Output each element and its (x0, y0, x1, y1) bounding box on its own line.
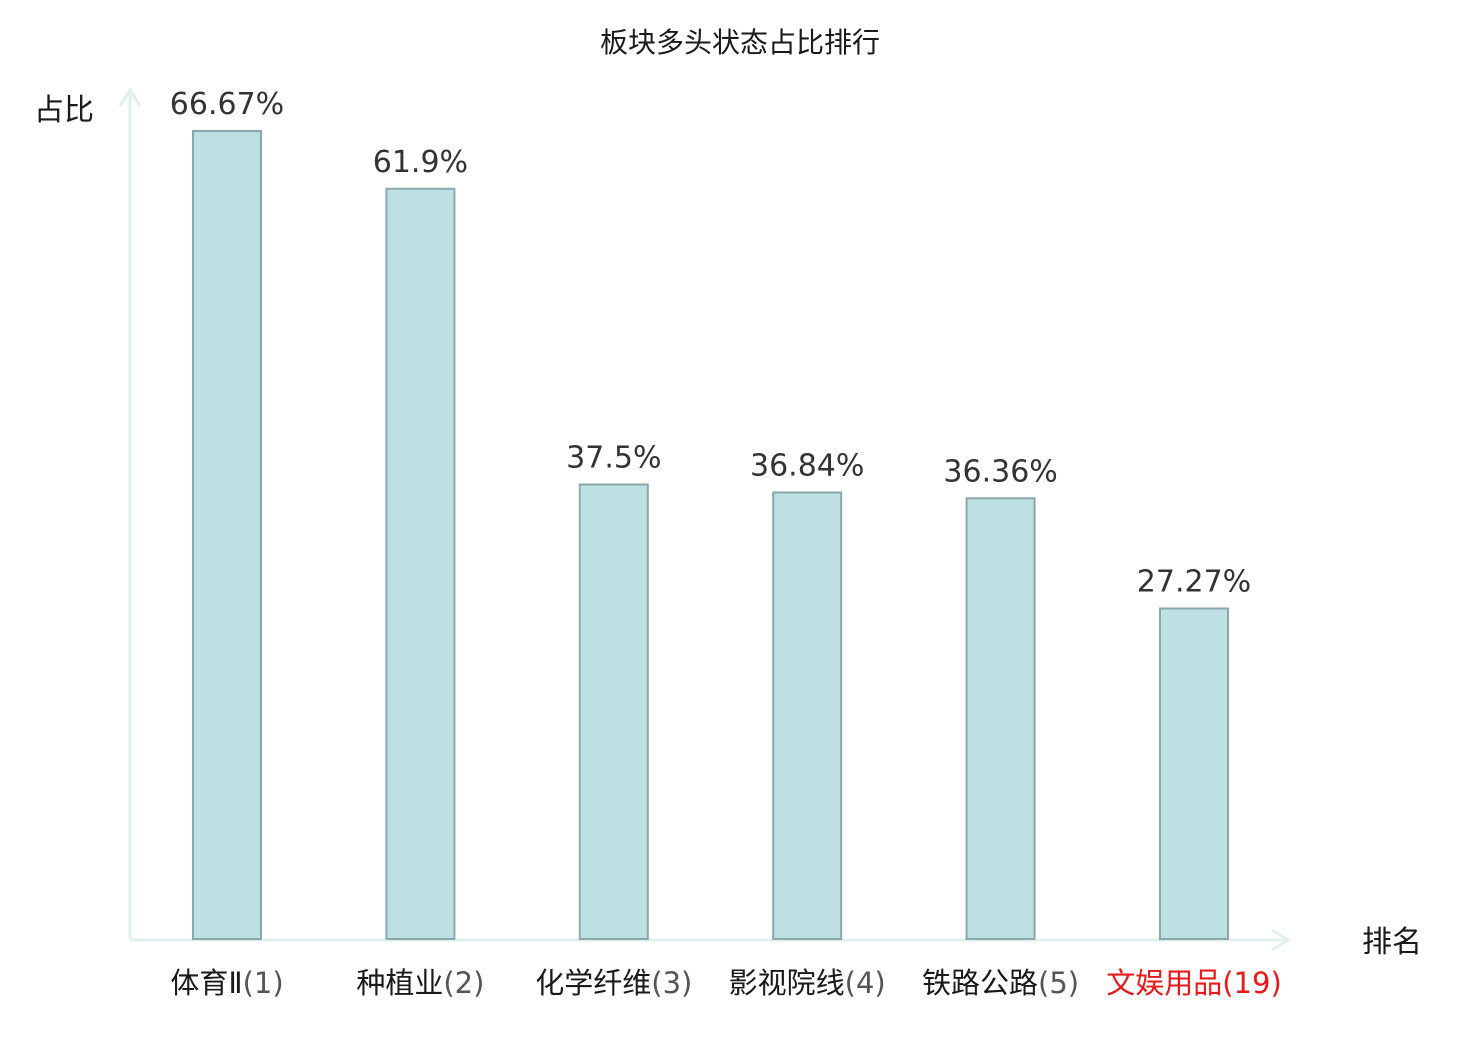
category-name: 种植业 (356, 966, 443, 1000)
y-axis-arrow (118, 87, 142, 107)
category-rank: (19) (1222, 966, 1282, 1000)
category-rank: (2) (443, 966, 484, 1000)
category-rank: (5) (1038, 966, 1079, 1000)
value-label: 37.5% (566, 441, 661, 476)
bar (385, 187, 456, 941)
axes (118, 87, 1291, 952)
category-label: 种植业(2) (356, 966, 484, 1000)
bar (772, 491, 843, 940)
category-rank: (1) (243, 966, 284, 1000)
bar (578, 483, 649, 940)
chart-title: 板块多头状态占比排行 (600, 26, 880, 59)
category-rank: (3) (651, 966, 692, 1000)
category-label: 影视院线(4) (729, 966, 886, 1000)
category-name: 铁路公路 (922, 966, 1038, 1000)
category-label: 文娱用品(19) (1106, 966, 1282, 1000)
value-label: 36.84% (750, 449, 864, 484)
category-labels-group: 体育Ⅱ(1) 种植业(2) 化学纤维(3) 影视院线(4) 铁路公路(5) 文娱用品(19… (170, 966, 1281, 1000)
x-axis-label: 排名 (1362, 925, 1422, 960)
value-label: 27.27% (1137, 565, 1251, 600)
bar (965, 497, 1036, 940)
category-label: 体育Ⅱ(1) (170, 966, 283, 1000)
value-label: 66.67% (170, 87, 284, 122)
x-axis-arrow (1271, 928, 1291, 952)
category-name: 化学纤维 (535, 966, 651, 1000)
value-label: 61.9% (373, 145, 468, 180)
y-axis-label: 占比 (34, 93, 94, 128)
value-labels-group: 66.67% 61.9% 37.5% 36.84% 36.36% 27.27% (170, 87, 1251, 600)
bar (192, 130, 262, 940)
category-name: 文娱用品 (1106, 966, 1222, 1000)
category-rank: (4) (845, 966, 886, 1000)
category-name: 体育Ⅱ (170, 966, 242, 1000)
bar (1159, 607, 1229, 940)
category-label: 铁路公路(5) (922, 966, 1079, 1000)
category-name: 影视院线 (729, 966, 845, 1000)
bars-group (192, 130, 1229, 941)
category-label: 化学纤维(3) (535, 966, 692, 1000)
value-label: 36.36% (943, 454, 1057, 489)
